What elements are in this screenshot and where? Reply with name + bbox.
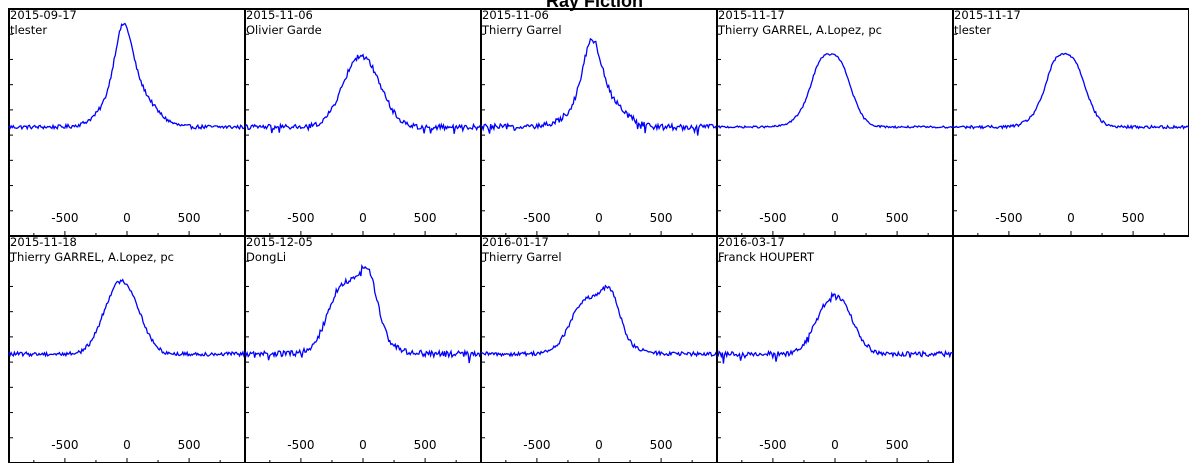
spectrum-line bbox=[480, 37, 718, 136]
x-tick-label: -500 bbox=[523, 211, 550, 225]
x-tick-label: -500 bbox=[51, 438, 78, 452]
panel-observer: Thierry Garrel bbox=[481, 23, 562, 37]
spectrum-line bbox=[716, 53, 954, 129]
x-tick-label: -500 bbox=[995, 211, 1022, 225]
spectrum-line bbox=[244, 263, 482, 364]
x-tick-label: -500 bbox=[287, 438, 314, 452]
panel-observer: Thierry Garrel bbox=[481, 250, 562, 264]
panel-observer: Thierry GARREL, A.Lopez, pc bbox=[717, 23, 882, 37]
panel-frame bbox=[716, 235, 954, 463]
x-tick-label: -500 bbox=[759, 211, 786, 225]
panel-frame bbox=[244, 8, 482, 237]
x-tick-label: 0 bbox=[1067, 211, 1075, 225]
panel-observer: tlester bbox=[10, 23, 47, 37]
panel-observer: tlester bbox=[954, 23, 991, 37]
spectrum-line bbox=[8, 278, 246, 358]
spectrum-line bbox=[244, 53, 482, 134]
x-tick-label: -500 bbox=[523, 438, 550, 452]
spectrum-line bbox=[952, 52, 1189, 130]
panel-observer: Thierry GARREL, A.Lopez, pc bbox=[9, 250, 174, 264]
x-tick-label: 0 bbox=[359, 211, 367, 225]
panel-date: 2015-09-17 bbox=[10, 8, 77, 22]
x-tick-label: -500 bbox=[759, 438, 786, 452]
page-title: Ray Fiction bbox=[545, 0, 643, 11]
x-tick-label: 500 bbox=[414, 211, 437, 225]
panel-date: 2016-03-17 bbox=[718, 235, 785, 249]
panel-observer: Franck HOUPERT bbox=[718, 250, 815, 264]
panel-date: 2016-01-17 bbox=[482, 235, 549, 249]
panel-frame bbox=[716, 8, 954, 237]
x-tick-label: 0 bbox=[359, 438, 367, 452]
panel-frame bbox=[952, 8, 1189, 237]
x-tick-label: 500 bbox=[414, 438, 437, 452]
panel-frame bbox=[480, 8, 718, 237]
spectrum-line bbox=[480, 284, 718, 358]
x-tick-label: 0 bbox=[831, 211, 839, 225]
x-tick-label: 500 bbox=[650, 211, 673, 225]
panel-observer: Olivier Garde bbox=[246, 23, 322, 37]
x-tick-label: -500 bbox=[51, 211, 78, 225]
x-tick-label: 500 bbox=[178, 438, 201, 452]
panel-date: 2015-11-18 bbox=[10, 235, 77, 249]
spectrum-line bbox=[716, 291, 954, 364]
x-tick-label: -500 bbox=[287, 211, 314, 225]
panel-frame bbox=[480, 235, 718, 463]
panel-date: 2015-12-05 bbox=[246, 235, 313, 249]
spectrum-line bbox=[8, 22, 246, 131]
panel-date: 2015-11-06 bbox=[482, 8, 549, 22]
panel-date: 2015-11-17 bbox=[954, 8, 1021, 22]
panel-observer: DongLi bbox=[246, 250, 286, 264]
panel-frame bbox=[8, 8, 246, 237]
panel-frame bbox=[244, 235, 482, 463]
x-tick-label: 500 bbox=[886, 438, 909, 452]
x-tick-label: 500 bbox=[886, 211, 909, 225]
x-tick-label: 500 bbox=[1122, 211, 1145, 225]
x-tick-label: 500 bbox=[650, 438, 673, 452]
panel-date: 2015-11-06 bbox=[246, 8, 313, 22]
panel-frame bbox=[8, 235, 246, 463]
x-tick-label: 0 bbox=[123, 211, 131, 225]
x-tick-label: 0 bbox=[123, 438, 131, 452]
x-tick-label: 500 bbox=[178, 211, 201, 225]
x-tick-label: 0 bbox=[831, 438, 839, 452]
x-tick-label: 0 bbox=[595, 211, 603, 225]
panel-date: 2015-11-17 bbox=[718, 8, 785, 22]
x-tick-label: 0 bbox=[595, 438, 603, 452]
